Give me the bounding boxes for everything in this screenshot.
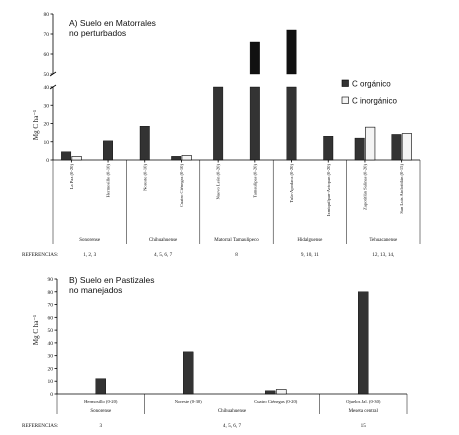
category-label: Tula-Apodaca (0-20) xyxy=(289,164,294,203)
chart-a-legend: C orgánico C inorgánico xyxy=(341,79,397,106)
chart-a-subtitle: no perturbados xyxy=(69,28,126,38)
bar-organic xyxy=(323,136,334,161)
chart-b-bars xyxy=(95,291,369,395)
group-label: Hidalguense xyxy=(297,238,323,243)
y-tick-label: 50 xyxy=(48,328,54,334)
chart-a-axes: 0 10 20 30 40 50 60 70 80 xyxy=(44,12,420,164)
chart-a-references-label: REFERENCIAS: xyxy=(22,252,59,258)
legend-label-inorganic: C inorgánico xyxy=(352,97,397,106)
group-label: Chihuahuense xyxy=(149,238,178,243)
bar-organic xyxy=(103,140,114,161)
y-tick-label: 10 xyxy=(44,140,50,146)
legend-swatch-organic xyxy=(341,79,349,87)
category-label: San Luis Atolotitlán (0-15) xyxy=(399,164,404,214)
chart-b-group-labels: Sonorense 3 Chihuahuense 4, 5, 6, 7 Meseta c… xyxy=(56,394,408,429)
bar-organic xyxy=(183,351,194,395)
group-reference: 1, 2, 3 xyxy=(83,252,96,258)
y-tick-label: 90 xyxy=(48,277,54,283)
y-tick-label: 40 xyxy=(48,341,54,347)
category-label: Hermosillo (0-10) xyxy=(106,164,111,198)
group-label: Tehuacanense xyxy=(369,238,398,243)
group-reference: 9, 10, 11 xyxy=(301,252,319,258)
group-reference: 15 xyxy=(361,423,367,429)
legend-swatch-inorganic xyxy=(341,96,349,104)
category-label: Ojuelos Jal. (0-30) xyxy=(346,399,381,404)
chart-b-axes: 0 10 20 30 40 50 60 70 80 90 xyxy=(48,277,407,398)
bar-organic xyxy=(358,291,369,395)
group-label: Matorral Tamaulipeco xyxy=(214,238,259,243)
bar-organic xyxy=(171,156,182,161)
category-label: Cuatro Ciénegas (0-20) xyxy=(254,399,298,404)
bar-organic-upper xyxy=(249,41,260,75)
bar-inorganic xyxy=(275,389,287,395)
chart-b-title: B) Suelo en Pastizales xyxy=(69,275,155,285)
bar-organic xyxy=(354,137,365,161)
chart-b: B) Suelo en Pastizales no manejados Mg C… xyxy=(22,275,408,429)
category-label: Tamaulipas (0-20) xyxy=(252,164,257,198)
bar-organic-upper xyxy=(286,29,297,75)
chart-a: A) Suelo en Matorrales no perturbados Mg… xyxy=(22,12,421,258)
bar-organic xyxy=(265,390,276,395)
chart-a-title: A) Suelo en Matorrales xyxy=(69,18,156,28)
y-tick-label: 70 xyxy=(48,303,54,309)
y-tick-label: 50 xyxy=(44,72,50,78)
category-label: Cuatro Ciénegas (0-10) xyxy=(179,164,184,208)
bar-inorganic xyxy=(365,126,376,161)
bar-organic xyxy=(213,86,224,161)
group-label: Sonorense xyxy=(90,409,112,414)
group-label: Chihuahuense xyxy=(218,409,247,414)
category-label: Nuevo León (0-20) xyxy=(216,164,221,200)
chart-a-group-labels: Sonorense 1, 2, 3 Chihuahuense 4, 5, 6, 7 Ma… xyxy=(52,160,421,258)
category-label: Noreste (0-30) xyxy=(175,399,202,404)
group-reference: 12, 13, 14, xyxy=(372,252,394,258)
bar-organic xyxy=(95,378,106,395)
bar-inorganic xyxy=(401,133,412,161)
chart-a-category-labels: La Paz (0-20) Hermosillo (0-10) Noreste (0… xyxy=(69,160,404,216)
y-tick-label: 20 xyxy=(48,366,54,372)
y-tick-label: 20 xyxy=(44,122,50,128)
chart-b-y-label: Mg C ha⁻¹ xyxy=(32,315,40,345)
category-label: La Paz (0-20) xyxy=(69,164,74,190)
group-reference: 8 xyxy=(235,252,238,258)
group-reference: 4, 5, 6, 7 xyxy=(154,252,173,258)
chart-a-bars xyxy=(61,29,412,161)
bar-organic xyxy=(249,86,260,161)
y-tick-label: 80 xyxy=(48,290,54,296)
chart-b-category-labels: Hermosillo (0-20) Noreste (0-30) Cuatro Ci… xyxy=(84,399,381,404)
bar-inorganic xyxy=(71,156,82,161)
y-tick-label: 80 xyxy=(44,12,50,18)
y-tick-label: 40 xyxy=(44,85,50,91)
category-label: Noreste (0-10) xyxy=(142,164,147,191)
category-label: Zapotitlán Salinas (0-20) xyxy=(362,164,367,210)
chart-a-y-label: Mg C ha⁻¹ xyxy=(32,110,40,140)
bar-inorganic xyxy=(181,155,192,161)
chart-b-subtitle: no manejados xyxy=(69,285,122,295)
group-reference: 3 xyxy=(99,423,102,429)
y-tick-label: 60 xyxy=(48,315,54,321)
legend-label-organic: C orgánico xyxy=(352,80,391,89)
bar-organic xyxy=(391,134,402,161)
bar-organic xyxy=(139,126,150,161)
chart-b-references-label: REFERENCIAS: xyxy=(22,423,59,429)
bar-organic xyxy=(61,151,72,161)
y-tick-label: 0 xyxy=(50,392,53,398)
y-tick-label: 60 xyxy=(44,52,50,58)
y-tick-label: 10 xyxy=(48,379,54,385)
group-label: Meseta central xyxy=(349,409,379,414)
category-label: Hermosillo (0-20) xyxy=(84,399,118,404)
y-tick-label: 70 xyxy=(44,32,50,38)
group-reference: 4, 5, 6, 7 xyxy=(223,423,242,429)
y-tick-label: 30 xyxy=(48,354,54,360)
y-tick-label: 30 xyxy=(44,103,50,109)
bar-organic xyxy=(286,86,297,161)
group-label: Sonorense xyxy=(79,238,101,243)
category-label: Ixmiquilpan-Actopan (0-20) xyxy=(326,164,331,217)
y-tick-label: 0 xyxy=(46,158,49,164)
